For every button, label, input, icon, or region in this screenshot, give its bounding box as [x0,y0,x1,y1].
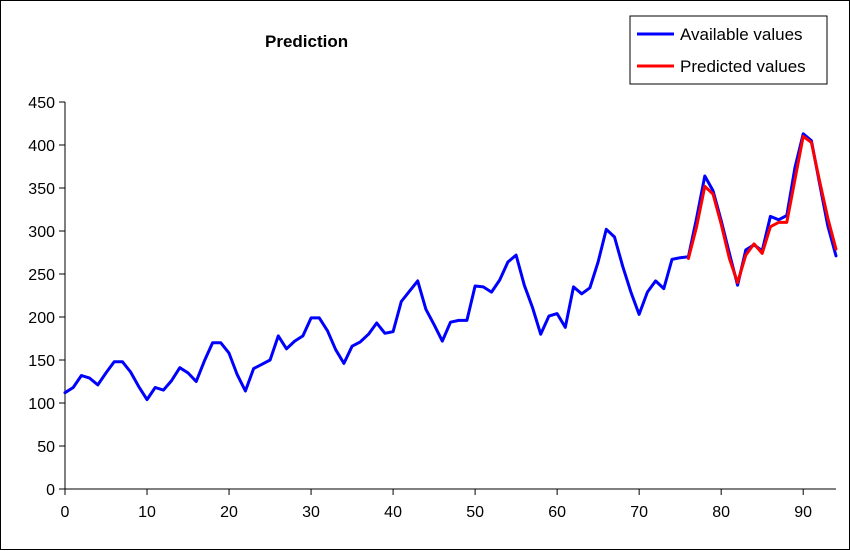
axes: 0 50 100 150 200 250 300 350 400 450 0 10 20 30 40 50 60… [28,95,836,521]
y-tick-label: 0 [46,482,55,499]
x-tick-label: 40 [384,504,402,521]
x-tick-label: 80 [712,504,730,521]
x-tick-label: 60 [548,504,566,521]
legend-label: Available values [680,25,803,44]
series-line-available [63,132,838,402]
y-tick-label: 100 [28,396,55,413]
x-tick-label: 10 [138,504,156,521]
x-tick-label: 50 [466,504,484,521]
y-tick-label: 200 [28,310,55,327]
y-tick-label: 50 [37,439,55,456]
series-line-predicted [686,134,838,285]
legend: Available values Predicted values [629,15,828,85]
x-tick-label: 0 [61,504,70,521]
x-tick-label: 70 [630,504,648,521]
series-layer [63,132,838,402]
y-tick-label: 300 [28,224,55,241]
x-tick-label: 20 [220,504,238,521]
y-tick-label: 450 [28,95,55,112]
legend-box [629,15,828,85]
x-tick-label: 30 [302,504,320,521]
chart-title: Prediction [265,32,349,51]
y-tick-label: 400 [28,138,55,155]
x-tick-label: 90 [794,504,812,521]
y-tick-label: 250 [28,267,55,284]
y-tick-label: 150 [28,353,55,370]
y-tick-label: 350 [28,181,55,198]
legend-label: Predicted values [680,57,806,76]
